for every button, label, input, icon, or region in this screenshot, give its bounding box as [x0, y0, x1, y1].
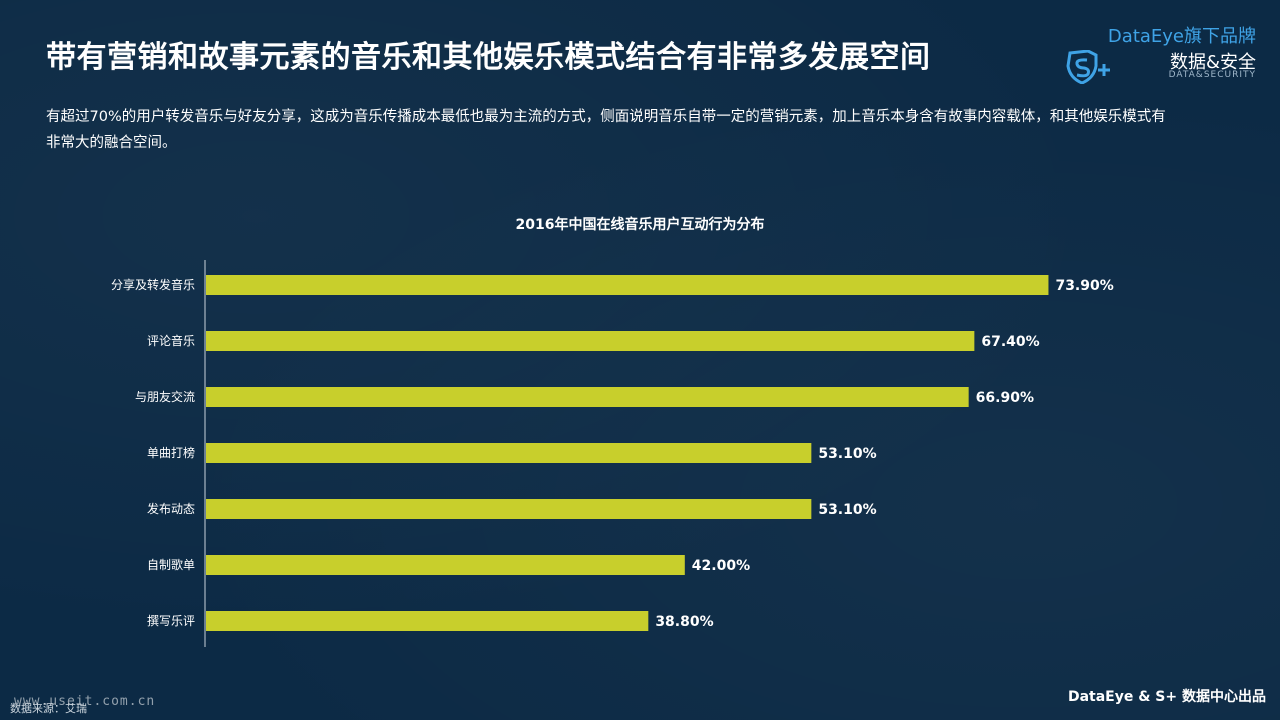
bar-2 [206, 387, 969, 407]
value-label-3: 53.10% [818, 446, 876, 462]
bar-4 [206, 499, 812, 519]
bar-0 [206, 275, 1049, 295]
brand-tagline: DataEye旗下品牌 [1108, 22, 1256, 48]
category-label-6: 撰写乐评 [147, 614, 195, 628]
brand-subsidiary: 旗下品牌 [1184, 26, 1256, 47]
category-label-0: 分享及转发音乐 [111, 277, 195, 292]
footer-credit: DataEye & S+ 数据中心出品 [1067, 689, 1266, 705]
source-note: 数据来源：艾瑞 [10, 702, 87, 715]
brand-block: DataEye旗下品牌 数据&安全 DATA&SECURITY [1066, 22, 1256, 86]
category-label-1: 评论音乐 [147, 333, 195, 348]
value-label-1: 67.40% [981, 334, 1039, 350]
category-label-5: 自制歌单 [147, 557, 195, 572]
brand-name: 数据&安全 [1169, 52, 1256, 73]
value-label-4: 53.10% [818, 502, 876, 518]
value-label-0: 73.90% [1055, 278, 1113, 294]
bar-6 [206, 611, 649, 631]
value-label-6: 38.80% [655, 614, 713, 630]
value-label-5: 42.00% [692, 558, 750, 574]
bar-chart: 分享及转发音乐 73.90% 评论音乐 67.40% 与朋友交流 66.90% 单曲打榜 53… [111, 260, 1114, 647]
splus-logo-icon [1066, 50, 1110, 84]
bar-5 [206, 555, 685, 575]
bar-3 [206, 443, 812, 463]
chart-title: 2016年中国在线音乐用户互动行为分布 [515, 217, 765, 233]
category-label-3: 单曲打榜 [147, 445, 195, 460]
value-label-2: 66.90% [976, 390, 1034, 406]
category-label-4: 发布动态 [147, 501, 195, 516]
description-text: 有超过70%的用户转发音乐与好友分享，这成为音乐传播成本最低也最为主流的方式，侧… [46, 109, 1166, 151]
watermark: www.useit.com.cn [14, 694, 156, 709]
bar-1 [206, 331, 975, 351]
brand-subtitle: DATA&SECURITY [1168, 70, 1256, 80]
category-label-2: 与朋友交流 [135, 389, 195, 404]
page-title: 带有营销和故事元素的音乐和其他娱乐模式结合有非常多发展空间 [46, 40, 931, 75]
brand-dataeye: DataEye [1107, 26, 1184, 47]
